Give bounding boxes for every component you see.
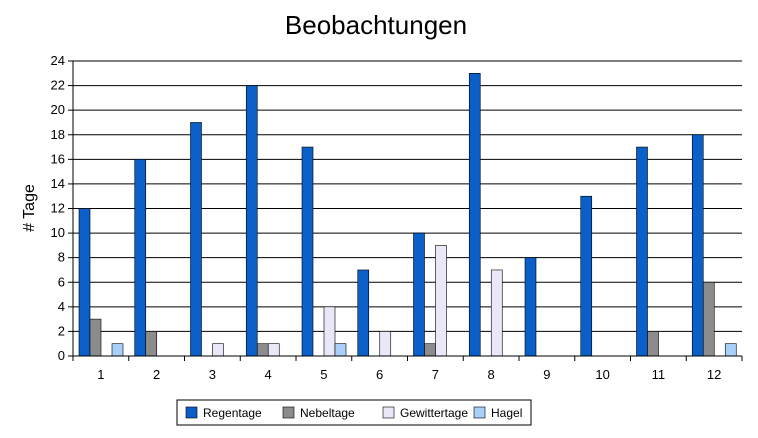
y-tick-label: 20 [51, 102, 65, 117]
bar-hagel [111, 343, 124, 357]
bar-regentage [78, 208, 91, 357]
y-tick-label: 10 [51, 225, 65, 240]
bar-regentage [301, 146, 314, 357]
y-tick-label: 6 [58, 274, 65, 289]
bars [78, 72, 737, 357]
gridlines [73, 60, 742, 357]
legend: Regentage Nebeltage Gewittertage Hagel [176, 399, 532, 426]
y-tick-label: 24 [51, 53, 65, 68]
legend-label: Gewittertage [400, 406, 468, 420]
bar-regentage [245, 85, 258, 357]
y-tick-label: 8 [58, 250, 65, 265]
bar-regentage [636, 146, 648, 357]
x-tick-label: 10 [595, 367, 609, 382]
bar-nebeltage [702, 281, 715, 357]
x-tick-label: 8 [488, 367, 495, 382]
x-tick-label: 12 [707, 367, 721, 382]
bar-regentage [134, 159, 147, 357]
legend-swatch [185, 406, 198, 419]
legend-label: Hagel [491, 406, 522, 420]
bar-regentage [468, 72, 481, 357]
bar-regentage [580, 195, 593, 357]
y-tick-label: 2 [58, 323, 65, 338]
bar-hagel [724, 343, 737, 357]
bar-gewittertage [323, 306, 336, 357]
y-tick-label: 0 [58, 348, 65, 363]
legend-swatch [382, 406, 395, 419]
bar-nebeltage [145, 331, 158, 357]
x-tick-label: 9 [543, 367, 550, 382]
y-tick-label: 16 [51, 151, 65, 166]
y-axis-title: # Tage [21, 184, 38, 232]
y-tick-label: 4 [58, 299, 65, 314]
legend-label: Nebeltage [300, 406, 355, 420]
x-tick-label: 7 [432, 367, 439, 382]
y-tick-label: 22 [51, 78, 65, 93]
bar-nebeltage [647, 331, 659, 357]
legend-box [176, 399, 532, 426]
legend-swatch [473, 406, 486, 419]
bar-regentage [190, 122, 202, 357]
bar-nebeltage [424, 343, 436, 357]
bar-gewittertage [435, 245, 447, 357]
x-tick-label: 1 [97, 367, 104, 382]
bar-nebeltage [256, 343, 269, 357]
x-tick-label: 3 [209, 367, 216, 382]
legend-swatch [282, 406, 295, 419]
bar-gewittertage [267, 343, 280, 357]
bar-gewittertage [212, 343, 224, 357]
bar-gewittertage [490, 269, 503, 357]
bar-regentage [357, 269, 370, 357]
chart-title: Beobachtungen [284, 10, 468, 40]
y-tick-label: 12 [51, 201, 65, 216]
x-tick-label: 5 [320, 367, 327, 382]
bar-regentage [413, 232, 425, 357]
bar-gewittertage [379, 331, 392, 357]
x-tick-label: 4 [265, 367, 272, 382]
x-tick-label: 2 [153, 367, 160, 382]
x-tick-label: 11 [652, 367, 666, 382]
legend-label: Regentage [203, 406, 262, 420]
y-tick-label: 14 [51, 176, 65, 191]
x-tick-label: 6 [376, 367, 383, 382]
bar-regentage [691, 134, 704, 357]
bar-regentage [524, 257, 537, 357]
bar-hagel [334, 343, 347, 357]
y-tick-label: 18 [51, 127, 65, 142]
bar-nebeltage [89, 318, 102, 357]
